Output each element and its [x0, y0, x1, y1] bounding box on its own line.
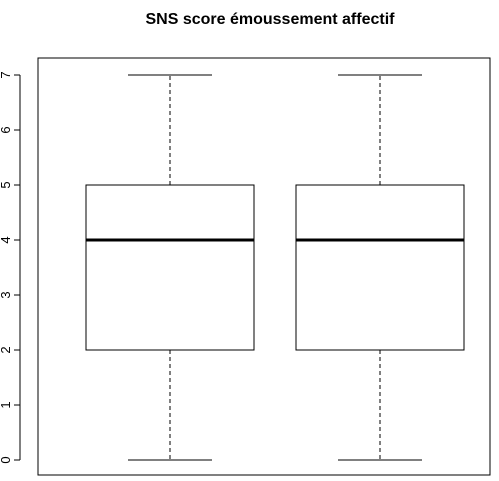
y-tick-label: 2 — [0, 346, 13, 353]
y-tick-label: 4 — [0, 236, 13, 243]
y-tick-label: 1 — [0, 401, 13, 408]
plot-frame — [37, 57, 491, 476]
y-axis: 0 1 2 3 4 5 6 7 — [0, 71, 21, 464]
boxes — [85, 74, 465, 461]
y-tick-label: 6 — [0, 126, 13, 133]
y-tick-label: 3 — [0, 291, 13, 298]
box-1 — [85, 74, 255, 461]
iqr-box — [85, 184, 255, 351]
box-2 — [295, 74, 465, 461]
y-tick-label: 5 — [0, 181, 13, 188]
y-tick-label: 0 — [0, 456, 13, 463]
y-tick-label: 7 — [0, 71, 13, 78]
iqr-box — [295, 184, 465, 351]
chart-title: SNS score émoussement affectif — [146, 11, 396, 28]
